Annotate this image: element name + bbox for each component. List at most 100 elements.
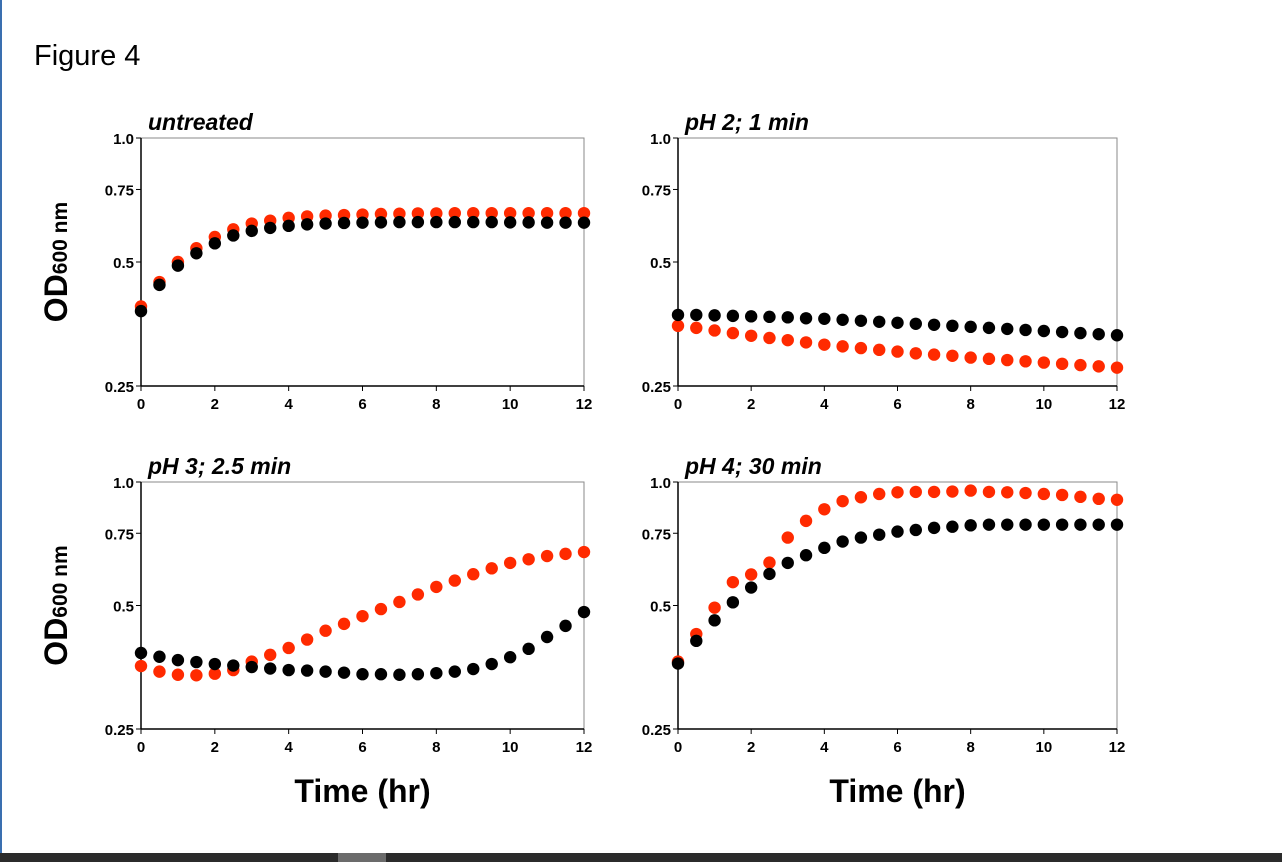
data-point: [1037, 324, 1051, 338]
y-tick-label: 0.5: [113, 599, 134, 616]
data-point: [227, 229, 240, 242]
data-point: [891, 316, 904, 329]
data-point: [503, 216, 517, 229]
data-point: [781, 531, 794, 544]
data-point: [319, 217, 332, 230]
plot-frame: [677, 481, 1118, 730]
plot-frame: [140, 137, 585, 387]
data-point: [467, 206, 480, 220]
data-point: [982, 518, 996, 531]
data-point: [818, 338, 831, 351]
data-point: [909, 347, 922, 360]
panel-title: pH 4; 30 min: [684, 453, 822, 479]
data-point: [540, 206, 554, 220]
data-point: [430, 580, 443, 594]
data-point: [1037, 487, 1051, 501]
data-point: [799, 336, 813, 349]
data-point: [300, 633, 314, 646]
y-tick-label: 0.5: [650, 599, 671, 616]
data-point: [726, 326, 740, 340]
data-point: [393, 668, 406, 681]
data-point: [1001, 322, 1014, 336]
data-point: [393, 215, 406, 229]
data-point: [1092, 360, 1105, 373]
scrollbar-thumb[interactable]: [338, 853, 386, 862]
data-point: [873, 487, 886, 501]
data-point: [430, 215, 443, 229]
x-tick-label: 4: [284, 396, 293, 413]
data-point: [503, 206, 517, 220]
data-point: [744, 581, 758, 594]
data-point: [374, 668, 388, 681]
data-point: [854, 531, 868, 544]
data-point: [264, 648, 277, 662]
x-tick-label: 6: [358, 739, 366, 756]
data-point: [337, 617, 351, 631]
data-point: [982, 352, 996, 366]
x-tick-label: 8: [432, 739, 440, 756]
data-point: [540, 549, 554, 563]
data-point: [781, 311, 794, 324]
data-point: [208, 667, 222, 680]
data-point: [337, 666, 351, 679]
data-point: [245, 224, 258, 238]
data-point: [411, 207, 425, 220]
series-0: [671, 319, 1124, 374]
data-point: [522, 216, 535, 229]
data-point: [448, 665, 461, 678]
series-1: [671, 518, 1124, 670]
data-point: [282, 219, 295, 233]
data-point: [153, 650, 166, 663]
data-point: [319, 624, 332, 637]
x-tick-label: 12: [1109, 396, 1126, 413]
data-point: [503, 556, 517, 570]
data-point: [854, 314, 868, 327]
data-point: [836, 535, 849, 548]
data-point: [485, 562, 498, 575]
data-point: [946, 485, 959, 498]
data-point: [153, 665, 166, 678]
data-point: [690, 634, 703, 648]
data-point: [763, 310, 776, 324]
y-tick-label: 0.5: [650, 255, 671, 272]
data-point: [559, 619, 572, 633]
y-tick-label: 0.75: [642, 526, 671, 543]
data-point: [1092, 327, 1105, 341]
y-tick-label: 0.25: [105, 379, 134, 396]
data-point: [909, 317, 922, 330]
x-tick-label: 2: [211, 396, 219, 413]
data-point: [264, 221, 277, 235]
data-point: [485, 657, 498, 671]
data-point: [190, 655, 203, 669]
data-point: [964, 351, 977, 364]
y-tick-label: 0.25: [642, 722, 671, 739]
data-point: [799, 312, 813, 325]
y-tick-label: 0.25: [105, 722, 134, 739]
data-point: [763, 556, 776, 569]
data-point: [1092, 492, 1105, 506]
data-point: [577, 605, 591, 619]
data-point: [540, 216, 554, 229]
data-point: [854, 341, 868, 355]
data-point: [485, 206, 498, 220]
data-point: [1001, 353, 1014, 367]
data-point: [671, 657, 685, 670]
x-tick-label: 6: [893, 739, 901, 756]
data-point: [873, 343, 886, 357]
data-point: [448, 574, 461, 587]
data-point: [1001, 486, 1014, 499]
data-point: [982, 485, 996, 499]
data-point: [982, 321, 996, 335]
data-point: [1074, 518, 1087, 531]
y-tick-label: 1.0: [650, 475, 671, 492]
data-point: [927, 348, 941, 361]
bottom-scrollbar[interactable]: [0, 853, 1282, 862]
x-tick-label: 8: [966, 739, 974, 756]
data-point: [781, 556, 794, 570]
data-point: [1019, 486, 1032, 500]
data-point: [522, 642, 535, 656]
data-point: [393, 595, 406, 609]
data-point: [1110, 361, 1124, 374]
y-tick-label: 1.0: [650, 131, 671, 148]
